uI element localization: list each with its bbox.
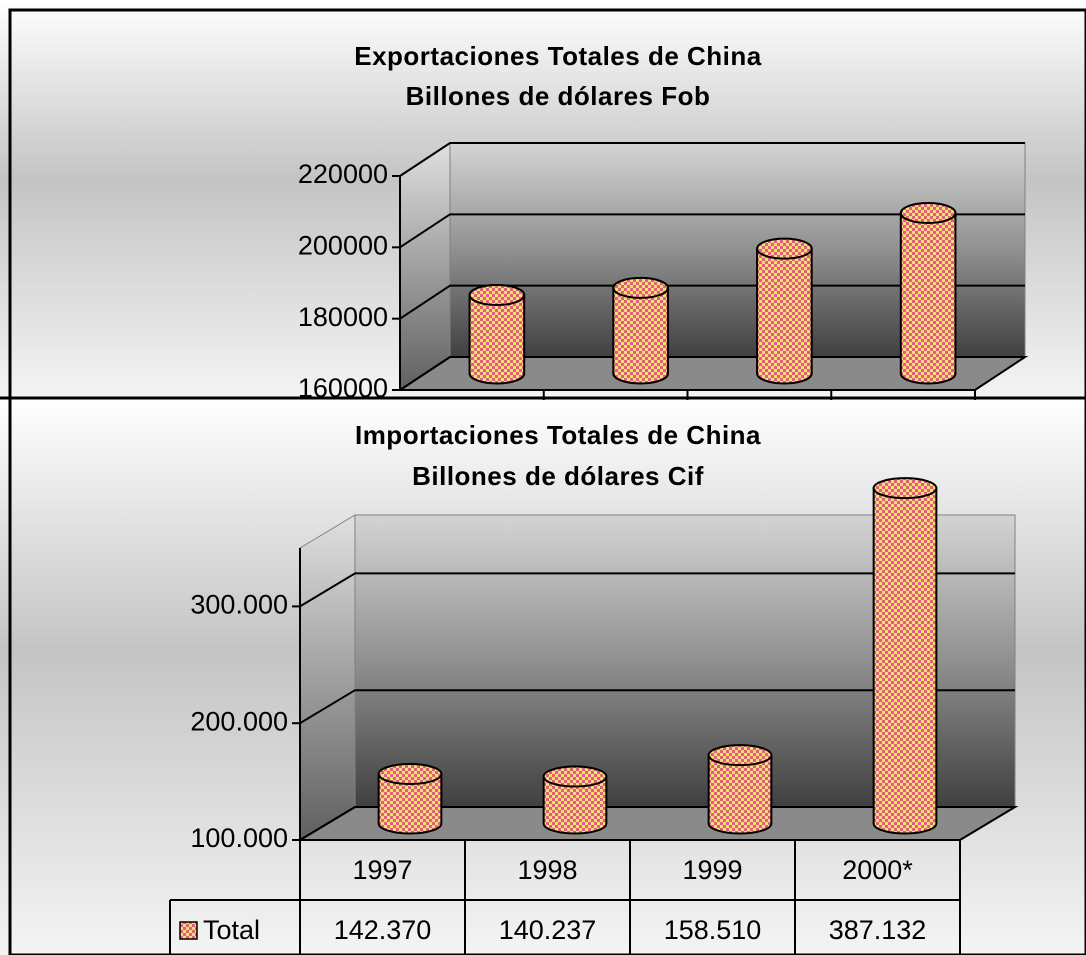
bar-body (377, 773, 443, 835)
bar-top (612, 276, 669, 299)
bar (872, 477, 938, 835)
y-tick-label: 300.000 (190, 590, 288, 620)
bar-top (542, 765, 608, 788)
x-tick-label: 2000* (842, 855, 913, 885)
y-tick-label: 200.000 (190, 706, 288, 736)
bar-body (468, 294, 526, 385)
bar-top (756, 237, 813, 260)
bar-top (899, 202, 957, 224)
bar-body (872, 487, 938, 835)
x-tick-label: 1999 (682, 855, 742, 885)
legend-swatch (179, 921, 198, 940)
bar-body (612, 286, 669, 385)
y-tick-label: 220000 (298, 159, 388, 189)
y-tick-label: 180000 (298, 302, 388, 332)
plots: 160000180000200000220000100.000200.00030… (169, 142, 1029, 955)
table-value: 387.132 (829, 915, 927, 945)
chart-subtitle: Billones de dólares Fob (406, 81, 711, 111)
chart-title: Exportaciones Totales de China (354, 41, 762, 71)
bar-top (872, 477, 938, 500)
bar (612, 276, 669, 385)
bar-body (899, 212, 957, 385)
bar-top (377, 763, 443, 786)
y-tick-label: 100.000 (190, 823, 288, 853)
bar-top (707, 744, 773, 767)
y-tick-label: 200000 (298, 230, 388, 260)
side-wall (399, 142, 451, 391)
bar-top (468, 284, 526, 307)
bar (542, 765, 608, 835)
bar (377, 763, 443, 835)
grid-line (399, 142, 1025, 177)
bar (707, 744, 773, 835)
x-tick-label: 1998 (517, 855, 577, 885)
legend-label: Total (203, 915, 260, 945)
table-value: 142.370 (334, 915, 432, 945)
grid-line (399, 284, 1025, 320)
table-value: 140.237 (499, 915, 597, 945)
grid-line (399, 356, 1025, 391)
frame (8, 8, 1086, 955)
bar-body (756, 247, 813, 385)
bar (468, 284, 526, 385)
bar (899, 202, 957, 385)
bar-body (542, 775, 608, 835)
bar-body (707, 754, 773, 835)
side-wall (299, 514, 356, 841)
grid-line (299, 572, 1015, 608)
bar (756, 237, 813, 385)
chart-subtitle: Billones de dólares Cif (412, 461, 704, 491)
grid-line (399, 213, 1025, 249)
grid-line (299, 689, 1015, 725)
chart-title: Importaciones Totales de China (355, 420, 761, 450)
x-tick-label: 1997 (352, 855, 412, 885)
grid-line (299, 806, 1015, 841)
table-value: 158.510 (664, 915, 762, 945)
